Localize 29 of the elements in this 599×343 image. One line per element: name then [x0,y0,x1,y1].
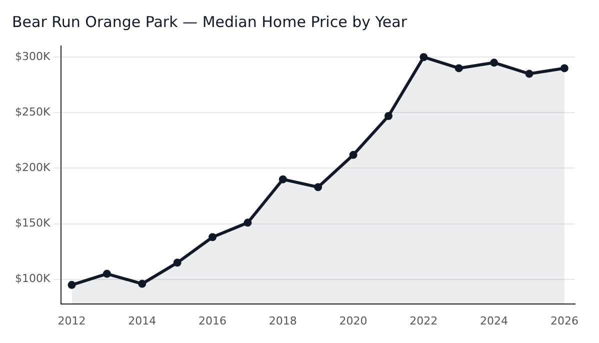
x-tick-label: 2018 [268,314,297,328]
y-tick-label: $100K [14,272,51,286]
point [68,280,76,289]
y-tick-label: $150K [14,216,51,230]
x-tick-label: 2024 [480,314,508,328]
x-tick-label: 2026 [550,314,578,328]
x-tick-label: 2016 [198,314,227,328]
x-tick-label: 2014 [128,314,156,328]
point [102,270,111,278]
point [173,258,182,267]
point [454,64,463,72]
point [138,280,146,288]
point [560,64,568,72]
chart-title: Bear Run Orange Park — Median Home Price by Year [12,12,408,31]
x-tick-label: 2022 [410,314,438,328]
point [244,218,252,227]
point [525,70,534,78]
point [420,53,428,62]
y-tick-label: $200K [14,161,51,174]
point [384,112,392,120]
y-tick-label: $300K [14,50,51,63]
y-tick-label: $250K [14,106,51,119]
x-tick-label: 2020 [339,314,368,328]
point [314,183,322,192]
point [349,150,358,159]
point [208,233,217,242]
x-tick-label: 2012 [58,314,86,328]
point [278,175,287,184]
point [490,58,498,67]
